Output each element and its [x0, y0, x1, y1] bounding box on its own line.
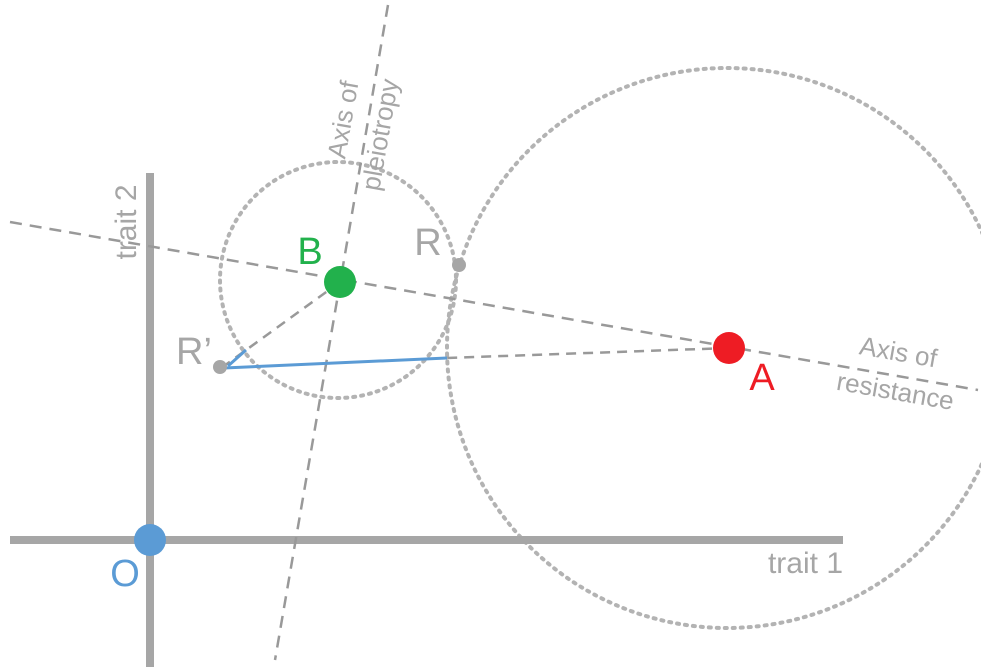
label-rprime: R’ — [176, 331, 212, 373]
blue-tick — [227, 348, 247, 368]
resistance-label-1: Axis of — [857, 330, 940, 373]
point-a — [713, 332, 745, 364]
label-b: B — [297, 231, 322, 273]
point-b — [324, 266, 356, 298]
point-o — [134, 524, 166, 556]
label-r: R — [414, 222, 441, 264]
small-circle — [218, 160, 458, 400]
label-trait2: trait 2 — [110, 184, 143, 259]
axis-of-pleiotropy — [273, 4, 390, 661]
point-r — [452, 258, 466, 272]
pleiotropy-label-1: Axis of — [321, 78, 364, 161]
label-trait1: trait 1 — [768, 547, 843, 580]
axis-of-resistance — [9, 220, 979, 392]
label-o: O — [110, 553, 140, 595]
resistance-label-2: resistance — [834, 366, 956, 416]
blue-segment — [223, 356, 448, 370]
large-circle — [445, 66, 981, 630]
pleiotropy-label-2: pleiotropy — [355, 77, 404, 193]
point-rprime — [213, 360, 227, 374]
label-a: A — [749, 357, 775, 399]
a-to-circle — [446, 346, 730, 360]
